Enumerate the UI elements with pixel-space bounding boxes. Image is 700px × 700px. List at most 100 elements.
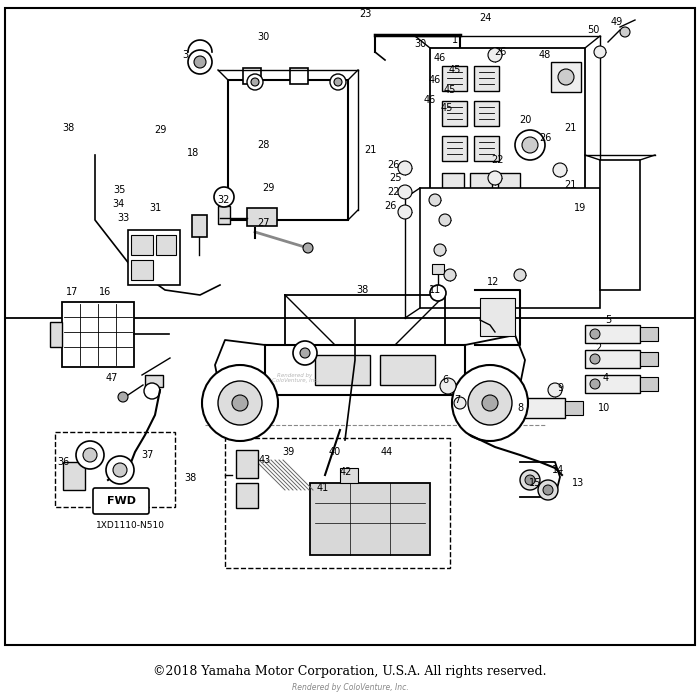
Bar (430, 48, 585, 218)
Text: FWD: FWD (106, 496, 136, 506)
Text: 48: 48 (539, 50, 551, 60)
Text: 40: 40 (329, 447, 341, 457)
Text: 45: 45 (444, 85, 456, 95)
Circle shape (594, 46, 606, 58)
Text: 50: 50 (587, 25, 599, 35)
Text: 42: 42 (340, 467, 352, 477)
Text: 46: 46 (424, 95, 436, 105)
Bar (228, 80, 348, 220)
Text: 38: 38 (184, 473, 196, 483)
Text: 21: 21 (564, 123, 576, 133)
Circle shape (538, 480, 558, 500)
Bar (310, 483, 430, 555)
Circle shape (188, 50, 212, 74)
Circle shape (398, 205, 412, 219)
Text: 17: 17 (66, 287, 78, 297)
Circle shape (548, 383, 562, 397)
Text: 8: 8 (517, 403, 523, 413)
Text: 36: 36 (57, 457, 69, 467)
Text: 29: 29 (154, 125, 166, 135)
Text: 47: 47 (106, 373, 118, 383)
Bar (236, 483, 258, 508)
Text: 29: 29 (262, 183, 274, 193)
Text: 31: 31 (149, 203, 161, 213)
Bar (55, 432, 175, 507)
Circle shape (434, 244, 446, 256)
Circle shape (300, 348, 310, 358)
Circle shape (144, 383, 160, 399)
Text: 45: 45 (449, 65, 461, 75)
Circle shape (398, 185, 412, 199)
Circle shape (334, 78, 342, 86)
Text: 43: 43 (259, 455, 271, 465)
Text: 23: 23 (359, 9, 371, 19)
Text: 30: 30 (414, 39, 426, 49)
Bar (128, 230, 180, 285)
Bar (420, 188, 600, 308)
Text: 33: 33 (117, 213, 129, 223)
Text: 3: 3 (182, 50, 188, 60)
Circle shape (520, 470, 540, 490)
Text: 6: 6 (442, 375, 448, 385)
Text: Rendered by
ColoVenture, Inc.: Rendered by ColoVenture, Inc. (272, 372, 318, 384)
Circle shape (558, 69, 574, 85)
Bar (50, 322, 62, 347)
Text: 14: 14 (552, 465, 564, 475)
Bar (145, 375, 163, 387)
Bar (192, 215, 207, 237)
Text: 26: 26 (387, 160, 399, 170)
Circle shape (194, 56, 206, 68)
Circle shape (514, 269, 526, 281)
Circle shape (251, 78, 259, 86)
Circle shape (452, 365, 528, 441)
Bar (236, 450, 258, 478)
Bar (131, 260, 153, 280)
Text: 45: 45 (441, 103, 453, 113)
Bar (156, 235, 176, 255)
Circle shape (214, 187, 234, 207)
Text: 4: 4 (603, 373, 609, 383)
Bar (62, 302, 134, 367)
Text: 44: 44 (381, 447, 393, 457)
Circle shape (482, 395, 498, 411)
Bar (498, 173, 520, 195)
Text: 13: 13 (572, 478, 584, 488)
Bar (315, 355, 370, 385)
Text: 22: 22 (386, 187, 399, 197)
Bar (290, 68, 308, 84)
Circle shape (330, 74, 346, 90)
Text: 34: 34 (112, 199, 124, 209)
Circle shape (118, 392, 128, 402)
Circle shape (590, 354, 600, 364)
Bar (640, 327, 658, 341)
Text: 27: 27 (257, 218, 270, 228)
Circle shape (218, 381, 262, 425)
Bar (480, 298, 515, 336)
Text: 26: 26 (494, 47, 506, 57)
Circle shape (440, 378, 456, 394)
Text: 20: 20 (519, 115, 531, 125)
Circle shape (488, 171, 502, 185)
Circle shape (468, 381, 512, 425)
Circle shape (590, 329, 600, 339)
Bar (474, 101, 499, 126)
Bar (218, 206, 230, 224)
Bar (247, 208, 277, 226)
Circle shape (202, 365, 278, 441)
Circle shape (488, 48, 502, 62)
Text: 16: 16 (99, 287, 111, 297)
FancyBboxPatch shape (93, 488, 149, 514)
Text: 26: 26 (539, 133, 551, 143)
Text: 1XD1110-N510: 1XD1110-N510 (95, 521, 164, 529)
Text: 37: 37 (142, 450, 154, 460)
Text: 9: 9 (557, 383, 563, 393)
Text: 49: 49 (611, 17, 623, 27)
Text: 25: 25 (389, 173, 401, 183)
Bar (640, 352, 658, 366)
Bar (442, 66, 467, 91)
Circle shape (303, 243, 313, 253)
Text: 38: 38 (62, 123, 74, 133)
Circle shape (454, 397, 466, 409)
Text: 46: 46 (434, 53, 446, 63)
Text: 32: 32 (218, 195, 230, 205)
